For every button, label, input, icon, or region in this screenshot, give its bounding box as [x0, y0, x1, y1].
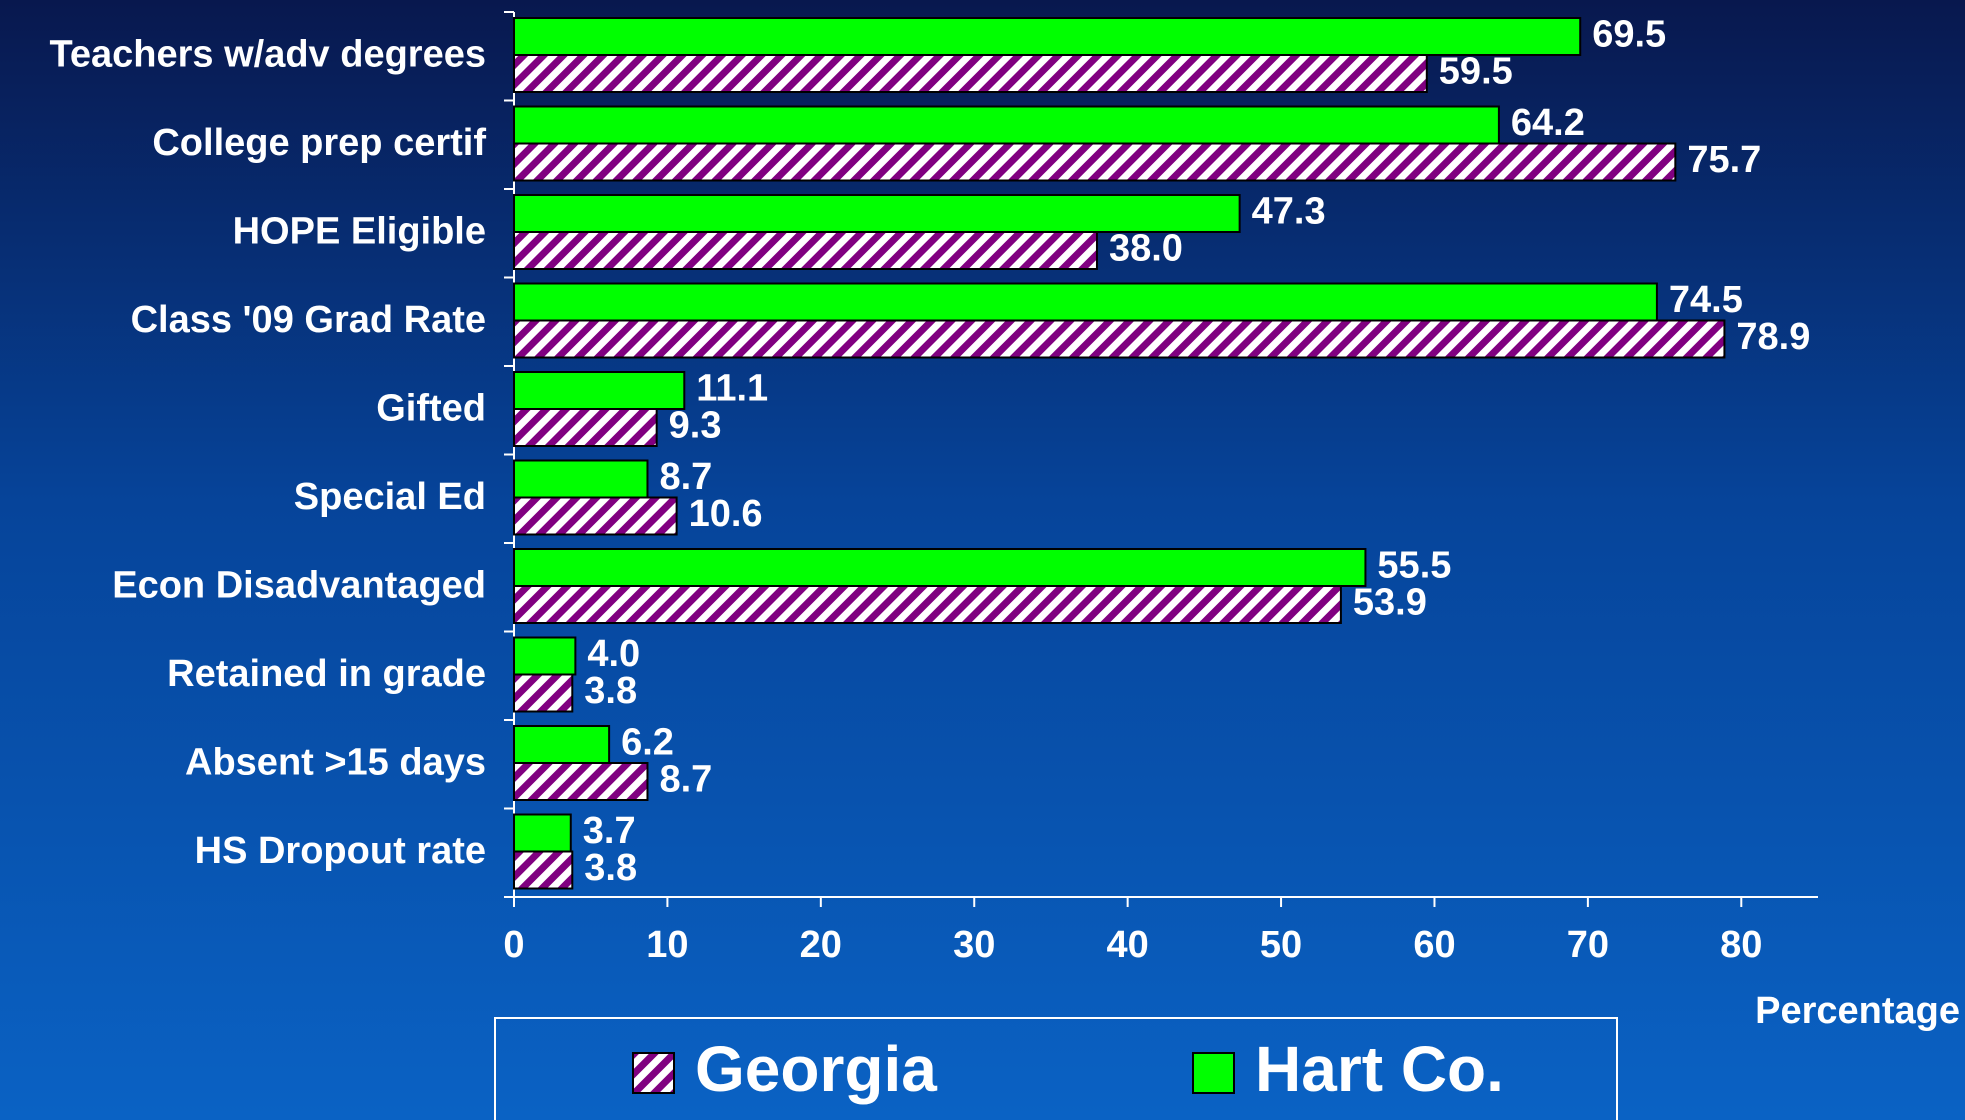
bar — [513, 725, 611, 764]
bar — [513, 813, 572, 853]
value-label: 11.1 — [696, 368, 768, 410]
x-tick-label: 40 — [1107, 924, 1149, 966]
x-tick-label: 70 — [1567, 924, 1609, 966]
bar — [513, 142, 1677, 182]
legend-swatch — [632, 1052, 675, 1094]
bar — [513, 17, 1582, 56]
x-axis-label: Percentage — [1755, 990, 1960, 1032]
y-tick-label: HS Dropout rate — [195, 830, 486, 872]
y-tick-label: College prep certif — [152, 122, 486, 164]
value-label: 55.5 — [1377, 545, 1451, 587]
legend-label: Georgia — [695, 1033, 937, 1105]
value-label: 53.9 — [1353, 582, 1427, 624]
x-tick-label: 10 — [646, 924, 688, 966]
bar — [513, 319, 1726, 359]
y-tick-label: Class '09 Grad Rate — [131, 299, 486, 341]
x-tick-label: 50 — [1260, 924, 1302, 966]
y-tick-label: Teachers w/adv degrees — [49, 33, 486, 75]
y-tick-label: Retained in grade — [167, 653, 486, 695]
value-label: 64.2 — [1511, 102, 1585, 144]
legend-label: Hart Co. — [1255, 1033, 1504, 1105]
value-label: 59.5 — [1439, 51, 1513, 93]
value-label: 8.7 — [659, 759, 712, 801]
bar — [513, 762, 649, 801]
x-tick-label: 60 — [1413, 924, 1455, 966]
value-label: 3.7 — [583, 810, 636, 852]
x-tick-label: 80 — [1720, 924, 1762, 966]
y-tick-label: Econ Disadvantaged — [112, 564, 486, 606]
value-label: 4.0 — [587, 633, 640, 675]
value-label: 47.3 — [1252, 191, 1326, 233]
bar — [513, 850, 574, 890]
bar — [513, 548, 1367, 587]
value-label: 3.8 — [584, 847, 637, 889]
y-tick-label: Gifted — [376, 387, 486, 429]
y-tick-label: Absent >15 days — [185, 741, 486, 783]
bar — [513, 459, 649, 499]
bar — [513, 54, 1428, 93]
bar — [513, 408, 658, 447]
bar — [513, 231, 1098, 270]
value-label: 10.6 — [689, 493, 763, 535]
value-label: 69.5 — [1592, 14, 1666, 56]
value-label: 78.9 — [1736, 316, 1810, 358]
value-label: 38.0 — [1109, 228, 1183, 270]
bar — [513, 194, 1241, 233]
value-label: 8.7 — [659, 456, 712, 498]
x-tick-label: 20 — [800, 924, 842, 966]
bar — [513, 282, 1658, 322]
value-label: 6.2 — [621, 722, 674, 764]
bar — [513, 496, 678, 536]
legend-box — [494, 1017, 1618, 1120]
bar — [513, 371, 686, 410]
value-label: 9.3 — [669, 405, 722, 447]
y-tick-label: Special Ed — [294, 476, 486, 518]
bar — [513, 105, 1500, 145]
y-tick-label: HOPE Eligible — [233, 210, 486, 252]
bar — [513, 585, 1342, 624]
x-tick-label: 30 — [953, 924, 995, 966]
value-label: 3.8 — [584, 670, 637, 712]
value-label: 75.7 — [1687, 139, 1761, 181]
legend-swatch — [1192, 1052, 1235, 1094]
x-tick-label: 0 — [503, 924, 524, 966]
bar — [513, 673, 574, 713]
value-label: 74.5 — [1669, 279, 1743, 321]
bar — [513, 636, 577, 676]
